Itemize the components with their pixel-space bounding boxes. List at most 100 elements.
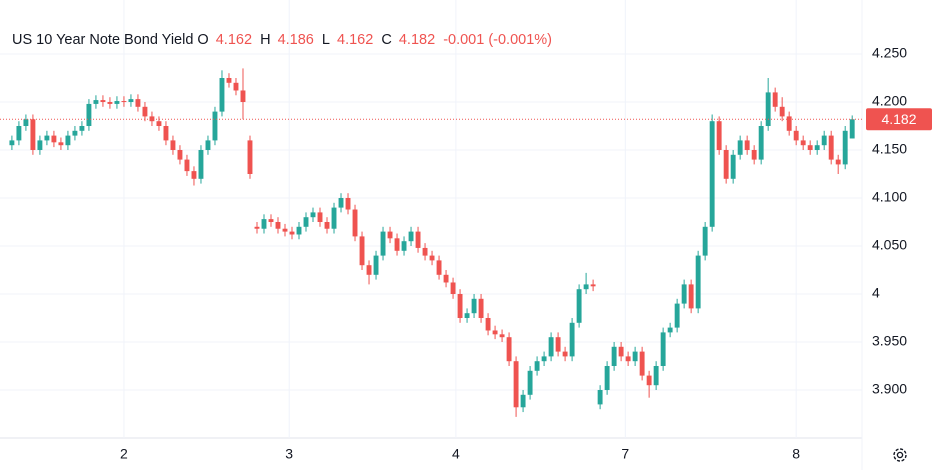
candle-body [737, 140, 743, 155]
candle-body [709, 121, 715, 227]
candle-body [408, 231, 414, 242]
candle-body [205, 140, 211, 150]
candle-body [338, 198, 344, 208]
candle-body [156, 121, 162, 126]
candle-body [520, 394, 526, 408]
candle-body [716, 121, 722, 150]
x-tick-label: 4 [452, 446, 460, 462]
x-tick-label: 3 [285, 446, 293, 462]
candle-body [597, 390, 603, 405]
candle-body [16, 126, 22, 141]
candle-body [534, 361, 540, 371]
candle-body [275, 222, 281, 229]
candle-body [814, 145, 820, 150]
candle-body [779, 106, 785, 117]
candle-body [394, 238, 400, 251]
settings-icon[interactable] [893, 448, 907, 462]
candle-body [37, 140, 43, 150]
candle-body [786, 116, 792, 131]
candle-body [373, 255, 379, 275]
candle-body [401, 241, 407, 251]
ohlc-value: 4.162 [337, 32, 374, 48]
y-tick-label: 4.200 [872, 93, 907, 109]
candle-body [653, 366, 659, 386]
candle-body [821, 135, 827, 146]
ohlc-label: H [260, 32, 271, 48]
candle-body [835, 159, 841, 165]
candle-body [268, 219, 274, 222]
candle-body [632, 351, 638, 362]
change-value: -0.001 (-0.001%) [443, 32, 552, 48]
candle-body [562, 351, 568, 357]
ohlc-label: L [321, 32, 330, 48]
candle-body [842, 130, 848, 165]
candle-body [527, 370, 533, 395]
last-price-label: 4.182 [881, 111, 916, 127]
candle-body [58, 142, 64, 146]
candle-body [149, 116, 155, 122]
candle-body [387, 231, 393, 239]
ohlc-label: O [197, 32, 209, 48]
candle-body [331, 207, 337, 229]
candle-body [849, 119, 855, 139]
candle-body [289, 231, 295, 235]
candle-body [702, 226, 708, 256]
candle-body [72, 130, 78, 136]
candle-body [163, 126, 169, 141]
candle-body [324, 222, 330, 229]
candle-body [317, 212, 323, 222]
last-price-box [866, 108, 932, 131]
candle-body [93, 100, 99, 104]
candle-body [310, 212, 316, 218]
candle-body [723, 150, 729, 179]
candle-body [828, 135, 834, 160]
candle-body [625, 356, 631, 362]
candle-body [674, 303, 680, 328]
candle-body [464, 313, 470, 318]
candle-body [590, 284, 596, 287]
candle-body [51, 135, 57, 143]
candle-body [793, 130, 799, 141]
candle-body [9, 140, 15, 146]
y-tick-label: 4.100 [872, 189, 907, 205]
candle-body [611, 346, 617, 366]
candle-body [121, 101, 127, 103]
candle-body [296, 226, 302, 235]
y-tick-label: 3.900 [872, 381, 907, 397]
ohlc-value: 4.162 [215, 32, 253, 48]
candle-body [191, 171, 197, 179]
candle-body [44, 135, 50, 141]
candle-body [548, 337, 554, 357]
y-tick-label: 4.050 [872, 237, 907, 253]
ohlc-value: 4.182 [398, 32, 436, 48]
candle-body [618, 346, 624, 357]
candle-body [646, 375, 652, 386]
candle-body [422, 247, 428, 256]
candle-body [681, 284, 687, 304]
candle-body [345, 198, 351, 210]
candle-body [429, 255, 435, 261]
candle-body [114, 101, 120, 104]
x-tick-label: 7 [621, 446, 629, 462]
candle-body [170, 140, 176, 150]
candle-body [485, 318, 491, 331]
candle-body [359, 236, 365, 266]
candle-body [233, 82, 239, 91]
candle-body [541, 356, 547, 362]
legend-header: US 10 Year Note Bond Yield O 4.162 H 4.1… [12, 32, 556, 48]
grid [0, 0, 862, 438]
candle-body [219, 78, 225, 112]
candle-body [380, 231, 386, 256]
candle-body [604, 366, 610, 390]
candle-body [583, 284, 589, 290]
candle-body [807, 145, 813, 150]
symbol-title: US 10 Year Note Bond Yield [12, 32, 194, 48]
x-tick-label: 2 [120, 446, 128, 462]
candle-body [695, 255, 701, 309]
candle-body [303, 217, 309, 227]
candle-body [65, 135, 71, 146]
candle-body [240, 90, 246, 102]
candle-body [450, 282, 456, 294]
